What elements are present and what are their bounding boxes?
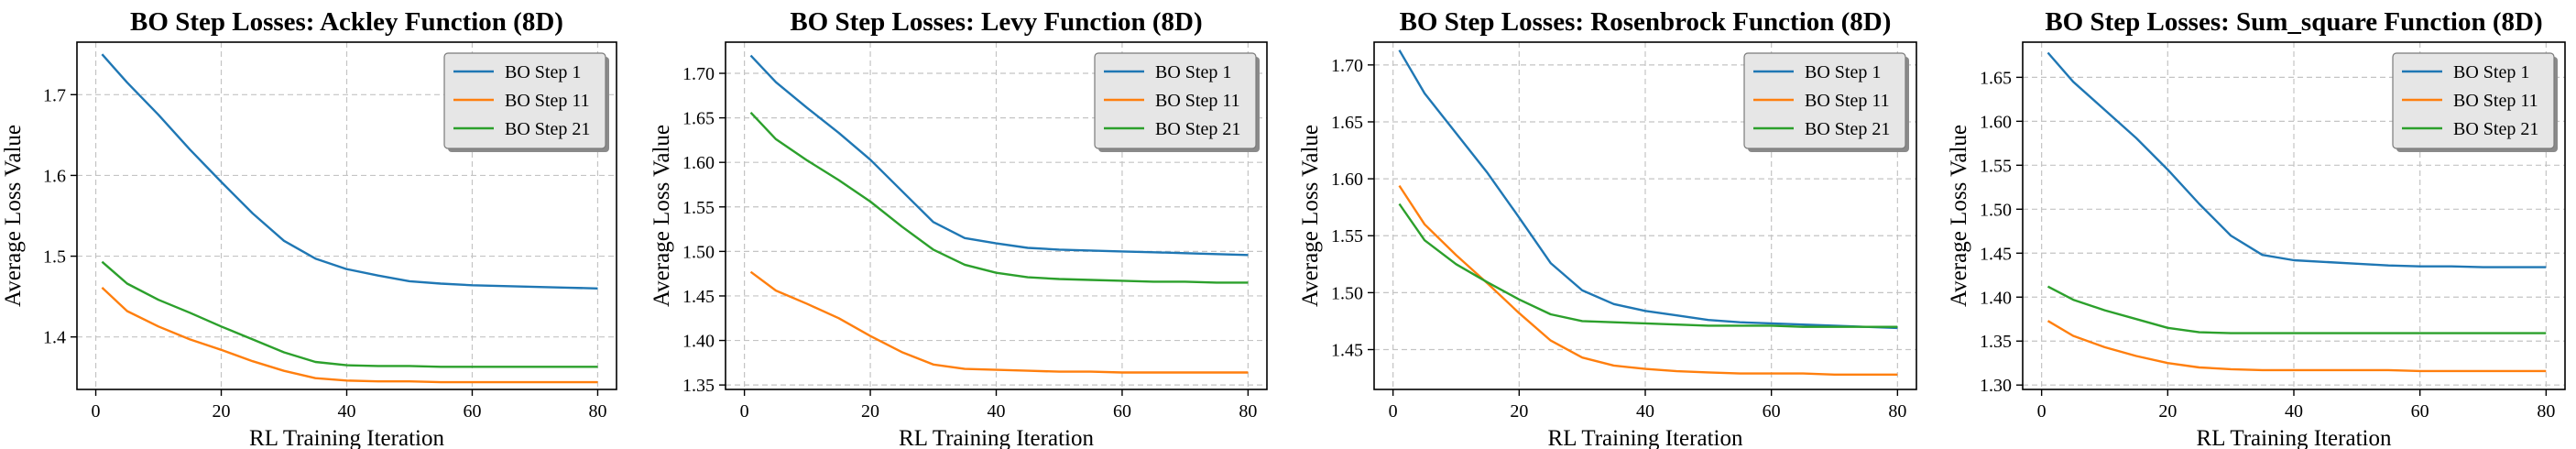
series-line-bo-step-21 — [2047, 285, 2547, 334]
x-tick-label: 60 — [2411, 401, 2429, 422]
y-axis-label: Average Loss Value — [1298, 125, 1323, 307]
legend-label: BO Step 11 — [2453, 91, 2538, 111]
series-line-bo-step-11 — [749, 270, 1249, 374]
series-line-bo-step-11 — [1398, 184, 1898, 376]
x-tick-label: 40 — [988, 401, 1006, 422]
x-tick-label: 60 — [463, 401, 481, 422]
x-axis-label: RL Training Iteration — [1548, 426, 1743, 449]
legend-label: BO Step 11 — [1155, 91, 1240, 111]
y-tick-label: 1.7 — [43, 85, 66, 105]
legend-label: BO Step 21 — [1155, 119, 1240, 139]
x-axis-label: RL Training Iteration — [2197, 426, 2392, 449]
x-axis-label: RL Training Iteration — [899, 426, 1094, 449]
x-tick-label: 40 — [2285, 401, 2303, 422]
legend-label: BO Step 1 — [1805, 62, 1881, 82]
series-line-bo-step-1 — [101, 53, 598, 290]
y-tick-label: 1.45 — [682, 287, 715, 307]
x-tick-label: 80 — [2537, 401, 2555, 422]
y-tick-label: 1.55 — [1980, 156, 2012, 176]
series-line-bo-step-1 — [749, 54, 1249, 257]
legend-label: BO Step 1 — [505, 62, 581, 82]
x-tick-label: 20 — [1510, 401, 1528, 422]
y-tick-label: 1.55 — [1331, 226, 1363, 246]
y-tick-label: 1.50 — [1980, 200, 2012, 220]
legend-label: BO Step 1 — [1155, 62, 1231, 82]
chart-panel-3: 0 20 40 60 80 1.45 1.50 1.55 1.60 1.65 1.70 BO Step… — [1298, 7, 1917, 449]
chart-title: BO Step Losses: Sum_square Function (8D) — [2045, 7, 2542, 37]
legend-label: BO Step 21 — [1805, 119, 1890, 139]
x-tick-label: 40 — [338, 401, 356, 422]
chart-title: BO Step Losses: Ackley Function (8D) — [130, 7, 563, 37]
y-tick-label: 1.65 — [1980, 68, 2012, 88]
y-tick-label: 1.60 — [1980, 112, 2012, 132]
x-tick-label: 20 — [861, 401, 879, 422]
chart-panel-1: 0 20 40 60 80 1.4 1.5 1.6 1.7 BO Step Losses: Ack… — [1, 7, 617, 449]
x-tick-label: 20 — [2158, 401, 2177, 422]
x-tick-label: 40 — [1636, 401, 1654, 422]
y-tick-label: 1.45 — [1980, 244, 2012, 264]
y-tick-label: 1.65 — [1331, 113, 1363, 133]
y-axis-label: Average Loss Value — [649, 125, 674, 307]
series-line-bo-step-11 — [101, 287, 598, 384]
y-tick-label: 1.55 — [682, 198, 715, 218]
chart-title: BO Step Losses: Levy Function (8D) — [790, 7, 1202, 37]
x-tick-label: 0 — [740, 401, 749, 422]
x-tick-label: 0 — [92, 401, 101, 422]
x-tick-label: 80 — [1239, 401, 1257, 422]
y-tick-label: 1.70 — [682, 64, 715, 84]
legend-box — [1094, 52, 1257, 149]
x-axis-label: RL Training Iteration — [249, 426, 444, 449]
x-tick-label: 80 — [1888, 401, 1906, 422]
series-line-bo-step-21 — [1398, 203, 1898, 328]
series-line-bo-step-21 — [101, 260, 598, 368]
y-tick-label: 1.35 — [682, 376, 715, 396]
y-tick-label: 1.35 — [1980, 332, 2012, 352]
legend-label: BO Step 11 — [505, 91, 590, 111]
y-tick-label: 1.70 — [1331, 56, 1363, 76]
series-line-bo-step-1 — [1398, 49, 1898, 330]
legend-box — [443, 52, 606, 149]
x-tick-label: 0 — [2037, 401, 2047, 422]
x-tick-label: 60 — [1763, 401, 1781, 422]
y-tick-label: 1.65 — [682, 109, 715, 129]
legend-box — [2392, 52, 2555, 149]
series-line-bo-step-21 — [749, 111, 1249, 284]
legend-label: BO Step 1 — [2453, 62, 2529, 82]
y-tick-label: 1.50 — [1331, 283, 1363, 303]
x-tick-label: 20 — [213, 401, 231, 422]
y-tick-label: 1.60 — [682, 153, 715, 173]
legend-label: BO Step 21 — [505, 119, 590, 139]
y-tick-label: 1.45 — [1331, 341, 1363, 361]
x-tick-label: 80 — [588, 401, 606, 422]
legend-label: BO Step 21 — [2453, 119, 2538, 139]
legend-label: BO Step 11 — [1805, 91, 1890, 111]
y-tick-label: 1.60 — [1331, 170, 1363, 190]
y-tick-label: 1.40 — [682, 332, 715, 352]
y-axis-label: Average Loss Value — [1947, 125, 1971, 307]
x-tick-label: 60 — [1113, 401, 1131, 422]
y-axis-label: Average Loss Value — [1, 125, 26, 307]
y-tick-label: 1.6 — [43, 166, 66, 186]
x-tick-label: 0 — [1389, 401, 1398, 422]
chart-panel-4: 0 20 40 60 80 1.30 1.35 1.40 1.45 1.50 1.55 1.60 1.6… — [1947, 7, 2566, 449]
chart-panel-2: 0 20 40 60 80 1.35 1.40 1.45 1.50 1.55 1.60 1.65 1.7… — [649, 7, 1268, 449]
chart-title: BO Step Losses: Rosenbrock Function (8D) — [1400, 7, 1892, 37]
legend-box — [1743, 52, 1906, 149]
y-tick-label: 1.30 — [1980, 376, 2012, 396]
series-line-bo-step-11 — [2047, 320, 2547, 373]
y-tick-label: 1.50 — [682, 242, 715, 262]
series-line-bo-step-1 — [2047, 51, 2547, 268]
y-tick-label: 1.4 — [43, 328, 66, 348]
y-tick-label: 1.40 — [1980, 288, 2012, 308]
y-tick-label: 1.5 — [43, 247, 66, 268]
